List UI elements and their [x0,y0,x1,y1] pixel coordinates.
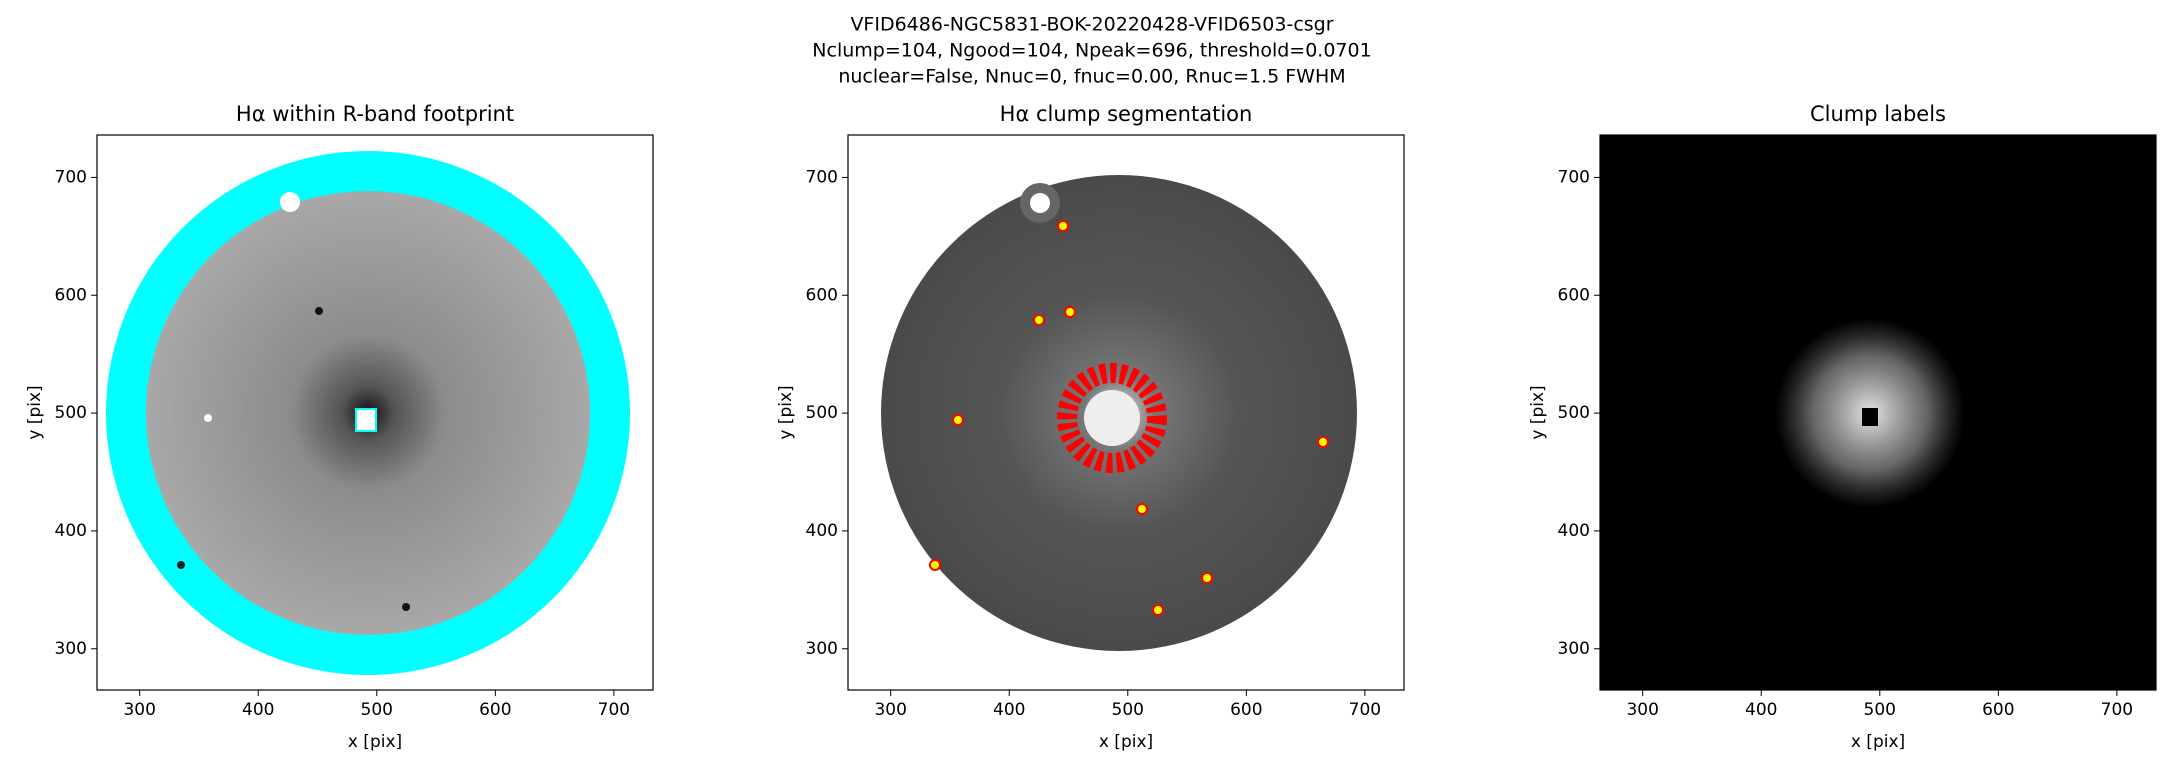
x-tick-label: 300 [123,700,155,720]
x-axis-label: x [pix] [1851,732,1905,752]
suptitle: Nclump=104, Ngood=104, Npeak=696, thresh… [812,40,1371,62]
y-axis-label: y [pix] [776,385,796,439]
image [881,175,1357,651]
x-tick-label: 400 [1745,700,1777,720]
y-tick-label: 400 [806,521,838,541]
x-tick-label: 600 [479,700,511,720]
y-tick-label: 700 [806,167,838,187]
y-tick-label: 600 [1558,285,1590,305]
y-tick-label: 500 [1558,403,1590,423]
y-tick-label: 700 [1558,167,1590,187]
x-axis-label: x [pix] [1099,732,1153,752]
x-tick-label: 500 [1112,700,1144,720]
image [106,151,630,675]
y-tick-label: 500 [55,403,87,423]
x-tick-label: 700 [598,700,630,720]
x-axis-label: x [pix] [348,732,402,752]
x-tick-label: 700 [2101,700,2133,720]
suptitle: VFID6486-NGC5831-BOK-20220428-VFID6503-c… [850,14,1333,36]
axes-frame [1599,134,2157,691]
x-tick-label: 700 [1349,700,1381,720]
y-tick-label: 400 [1558,521,1590,541]
y-axis-label: y [pix] [1528,385,1548,439]
x-tick-label: 500 [361,700,393,720]
axes-frame [96,134,654,691]
x-tick-label: 400 [993,700,1025,720]
panel-title: Clump labels [1810,102,1946,126]
axes-frame [847,134,1405,691]
y-tick-label: 700 [55,167,87,187]
y-tick-label: 600 [806,285,838,305]
x-tick-label: 600 [1982,700,2014,720]
y-tick-label: 600 [55,285,87,305]
x-tick-label: 400 [242,700,274,720]
x-tick-label: 500 [1864,700,1896,720]
panel-title: Hα clump segmentation [1000,102,1253,126]
x-tick-label: 600 [1230,700,1262,720]
x-tick-label: 300 [874,700,906,720]
y-tick-label: 400 [55,521,87,541]
y-tick-label: 300 [806,639,838,659]
y-tick-label: 500 [806,403,838,423]
y-tick-label: 300 [55,639,87,659]
y-tick-label: 300 [1558,639,1590,659]
suptitle: nuclear=False, Nnuc=0, fnuc=0.00, Rnuc=1… [838,66,1345,88]
panel-title: Hα within R-band footprint [236,102,514,126]
y-axis-label: y [pix] [25,385,45,439]
x-tick-label: 300 [1626,700,1658,720]
image [1600,135,2156,690]
